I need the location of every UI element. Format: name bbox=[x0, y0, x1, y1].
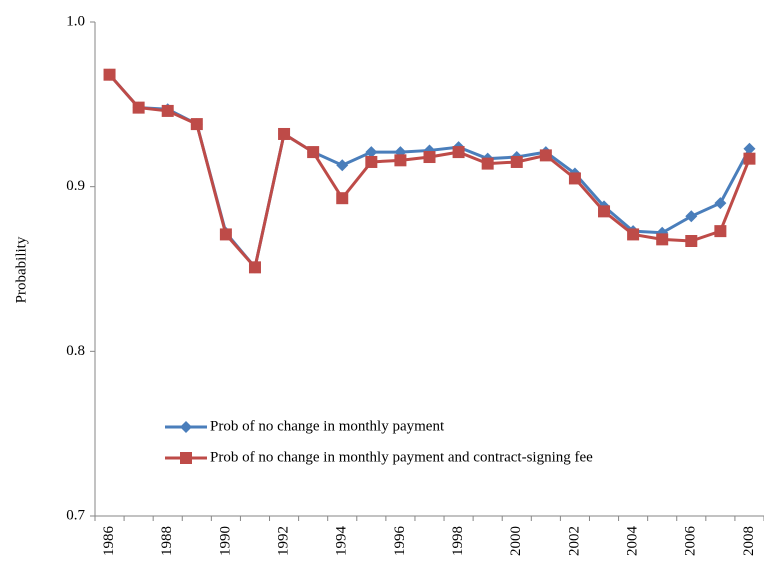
point bbox=[656, 233, 669, 246]
point bbox=[568, 172, 581, 185]
x-tick-label: 2008 bbox=[741, 526, 757, 556]
x-tick-label: 2002 bbox=[566, 526, 582, 556]
x-tick-label: 2004 bbox=[625, 526, 641, 557]
point bbox=[452, 146, 465, 159]
point bbox=[103, 68, 116, 81]
point bbox=[627, 228, 640, 241]
y-tick-label: 0.9 bbox=[66, 178, 85, 194]
legend-label: Prob of no change in monthly payment bbox=[210, 418, 445, 434]
point bbox=[248, 261, 261, 274]
point bbox=[336, 192, 349, 205]
legend-marker bbox=[180, 421, 192, 433]
y-tick-label: 0.7 bbox=[66, 507, 85, 523]
x-tick-label: 1990 bbox=[217, 526, 233, 556]
point bbox=[278, 127, 291, 140]
point bbox=[132, 101, 145, 114]
x-tick-label: 1998 bbox=[450, 526, 466, 556]
point bbox=[161, 104, 174, 117]
point bbox=[394, 154, 407, 167]
x-tick-label: 1988 bbox=[159, 526, 175, 556]
point bbox=[219, 228, 232, 241]
x-tick-label: 2006 bbox=[683, 526, 699, 557]
point bbox=[190, 118, 203, 131]
x-tick-label: 1994 bbox=[334, 526, 350, 557]
x-tick-label: 1996 bbox=[392, 526, 408, 557]
series-line bbox=[108, 73, 751, 271]
point bbox=[685, 210, 698, 223]
point bbox=[307, 146, 320, 159]
point bbox=[510, 155, 523, 168]
point bbox=[714, 225, 727, 238]
point bbox=[539, 149, 552, 162]
x-tick-label: 1992 bbox=[276, 526, 292, 556]
point bbox=[423, 151, 436, 164]
point bbox=[743, 142, 756, 155]
point bbox=[743, 152, 756, 165]
point bbox=[598, 205, 611, 218]
y-axis-label: Probability bbox=[13, 236, 29, 303]
point bbox=[365, 155, 378, 168]
point bbox=[714, 197, 727, 210]
point bbox=[685, 235, 698, 248]
y-tick-label: 1.0 bbox=[66, 13, 85, 29]
point bbox=[365, 146, 378, 159]
legend-marker bbox=[180, 452, 192, 464]
x-tick-label: 1986 bbox=[101, 526, 117, 557]
x-tick-label: 2000 bbox=[508, 526, 524, 556]
y-tick-label: 0.8 bbox=[66, 343, 85, 359]
point bbox=[481, 157, 494, 170]
point bbox=[336, 159, 349, 172]
legend-label: Prob of no change in monthly payment and… bbox=[210, 449, 593, 465]
